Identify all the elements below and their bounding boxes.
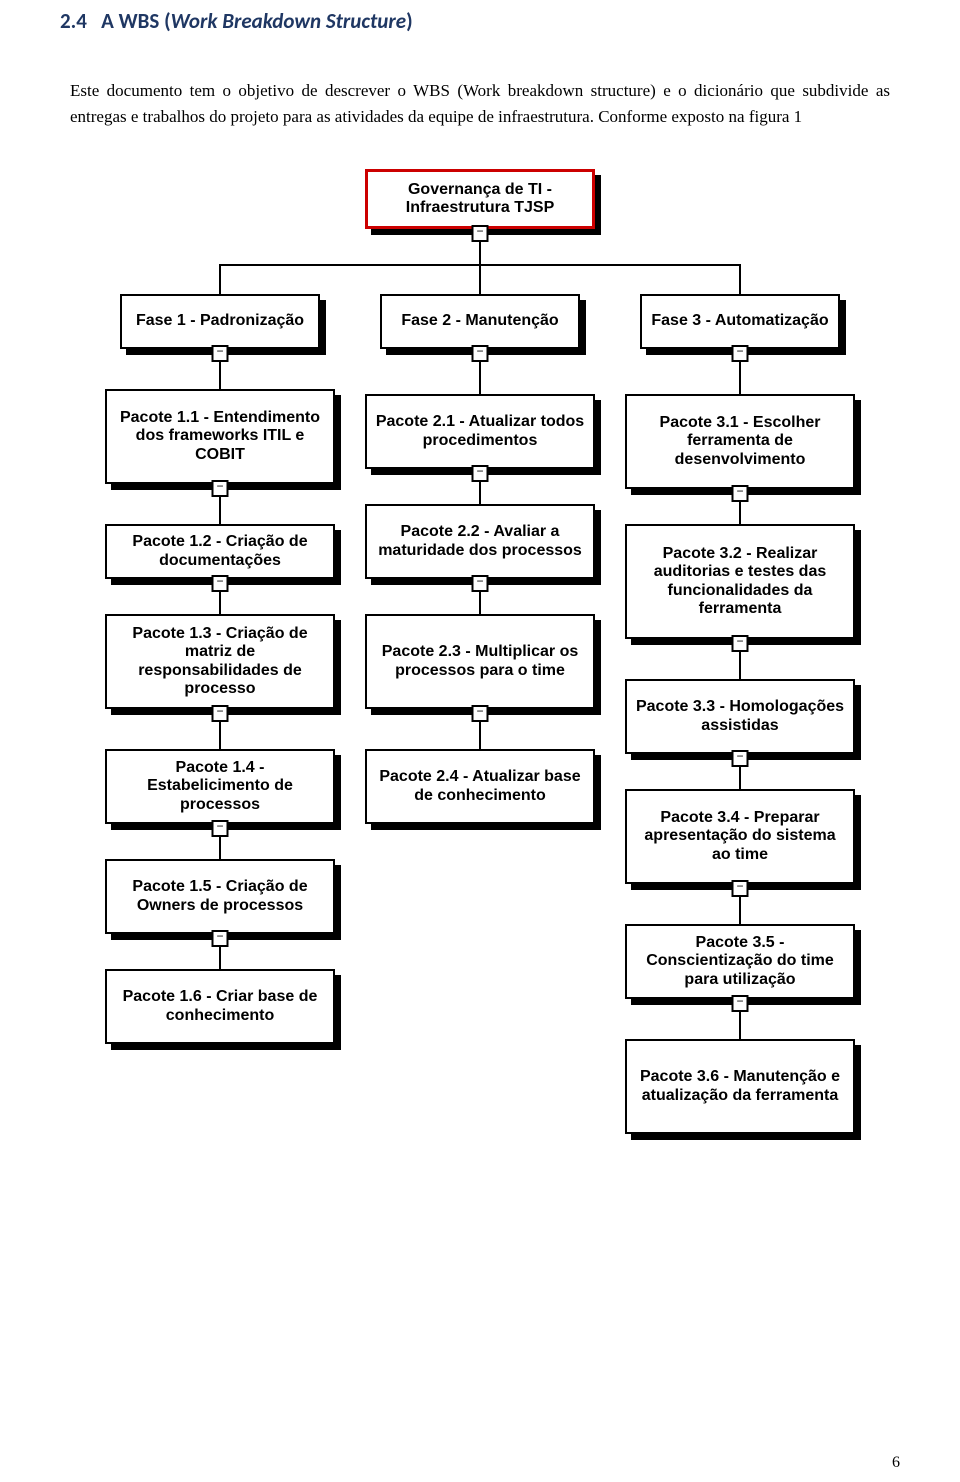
collapse-toggle-icon[interactable]: − [472, 345, 489, 362]
wbs-diagram: Governança de TI - Infraestrutura TJSP−F… [80, 169, 880, 1224]
wbs-node: Pacote 3.1 - Escolher ferramenta de dese… [625, 394, 855, 489]
collapse-toggle-icon[interactable]: − [472, 465, 489, 482]
intro-paragraph: Este documento tem o objetivo de descrev… [70, 78, 890, 129]
collapse-toggle-icon[interactable]: − [732, 635, 749, 652]
connector-line [219, 592, 221, 614]
collapse-toggle-icon[interactable]: − [472, 705, 489, 722]
wbs-node: Pacote 2.1 - Atualizar todos procediment… [365, 394, 595, 469]
connector-line [479, 482, 481, 504]
wbs-node-label: Pacote 3.2 - Realizar auditorias e teste… [625, 524, 855, 639]
connector-line [219, 837, 221, 859]
wbs-node: Pacote 1.2 - Criação de documentações− [105, 524, 335, 579]
wbs-node: Pacote 1.6 - Criar base de conhecimento [105, 969, 335, 1044]
wbs-node: Pacote 2.4 - Atualizar base de conhecime… [365, 749, 595, 824]
collapse-toggle-icon[interactable]: − [212, 480, 229, 497]
wbs-node: Pacote 3.5 - Conscientização do time par… [625, 924, 855, 999]
connector-line [739, 264, 741, 294]
collapse-toggle-icon[interactable]: − [732, 345, 749, 362]
wbs-root-node: Governança de TI - Infraestrutura TJSP− [365, 169, 595, 229]
connector-line [219, 264, 221, 294]
wbs-node: Pacote 1.3 - Criação de matriz de respon… [105, 614, 335, 709]
heading-close: ) [406, 8, 413, 34]
connector-line [739, 502, 741, 524]
collapse-toggle-icon[interactable]: − [732, 880, 749, 897]
connector-line [739, 1012, 741, 1039]
wbs-node-label: Fase 2 - Manutenção [380, 294, 580, 349]
connector-line [479, 362, 481, 394]
wbs-node: Pacote 3.2 - Realizar auditorias e teste… [625, 524, 855, 639]
wbs-node: Pacote 2.3 - Multiplicar os processos pa… [365, 614, 595, 709]
wbs-node: Fase 2 - Manutenção− [380, 294, 580, 349]
wbs-node-label: Fase 1 - Padronização [120, 294, 320, 349]
wbs-node-label: Pacote 1.1 - Entendimento dos frameworks… [105, 389, 335, 484]
wbs-node: Pacote 1.4 - Estabelicimento de processo… [105, 749, 335, 824]
collapse-toggle-icon[interactable]: − [732, 485, 749, 502]
heading-italic: Work Breakdown Structure [171, 8, 406, 34]
collapse-toggle-icon[interactable]: − [732, 995, 749, 1012]
connector-line [739, 652, 741, 679]
heading-number: 2.4 [60, 8, 87, 34]
collapse-toggle-icon[interactable]: − [732, 750, 749, 767]
wbs-node-label: Fase 3 - Automatização [640, 294, 840, 349]
page-number: 6 [892, 1454, 900, 1472]
wbs-node-label: Pacote 2.4 - Atualizar base de conhecime… [365, 749, 595, 824]
connector-line [739, 767, 741, 789]
wbs-node: Fase 3 - Automatização− [640, 294, 840, 349]
connector-line [219, 497, 221, 524]
connector-line [219, 947, 221, 969]
connector-line [479, 241, 481, 264]
wbs-node-label: Pacote 1.4 - Estabelicimento de processo… [105, 749, 335, 824]
collapse-toggle-icon[interactable]: − [472, 575, 489, 592]
wbs-node-label: Pacote 2.3 - Multiplicar os processos pa… [365, 614, 595, 709]
wbs-node-label: Governança de TI - Infraestrutura TJSP [365, 169, 595, 229]
heading-plain: A WBS ( [101, 8, 171, 34]
wbs-node-label: Pacote 3.3 - Homologações assistidas [625, 679, 855, 754]
collapse-toggle-icon[interactable]: − [212, 575, 229, 592]
wbs-node: Pacote 1.5 - Criação de Owners de proces… [105, 859, 335, 934]
collapse-toggle-icon[interactable]: − [212, 930, 229, 947]
collapse-toggle-icon[interactable]: − [212, 820, 229, 837]
wbs-node: Pacote 2.2 - Avaliar a maturidade dos pr… [365, 504, 595, 579]
wbs-node: Pacote 1.1 - Entendimento dos frameworks… [105, 389, 335, 484]
collapse-toggle-icon[interactable]: − [472, 225, 489, 242]
connector-line [219, 362, 221, 389]
wbs-node-label: Pacote 1.2 - Criação de documentações [105, 524, 335, 579]
connector-line [739, 897, 741, 924]
wbs-node-label: Pacote 2.2 - Avaliar a maturidade dos pr… [365, 504, 595, 579]
wbs-node-label: Pacote 2.1 - Atualizar todos procediment… [365, 394, 595, 469]
connector-line [479, 722, 481, 749]
wbs-node-label: Pacote 3.1 - Escolher ferramenta de dese… [625, 394, 855, 489]
wbs-node-label: Pacote 1.5 - Criação de Owners de proces… [105, 859, 335, 934]
wbs-node-label: Pacote 3.5 - Conscientização do time par… [625, 924, 855, 999]
connector-line [219, 722, 221, 749]
connector-line [479, 592, 481, 614]
wbs-node-label: Pacote 1.3 - Criação de matriz de respon… [105, 614, 335, 709]
wbs-node: Pacote 3.6 - Manutenção e atualização da… [625, 1039, 855, 1134]
connector-line [479, 264, 481, 294]
collapse-toggle-icon[interactable]: − [212, 705, 229, 722]
wbs-node-label: Pacote 3.4 - Preparar apresentação do si… [625, 789, 855, 884]
collapse-toggle-icon[interactable]: − [212, 345, 229, 362]
wbs-node-label: Pacote 1.6 - Criar base de conhecimento [105, 969, 335, 1044]
wbs-node: Pacote 3.3 - Homologações assistidas− [625, 679, 855, 754]
wbs-node-label: Pacote 3.6 - Manutenção e atualização da… [625, 1039, 855, 1134]
wbs-node: Pacote 3.4 - Preparar apresentação do si… [625, 789, 855, 884]
wbs-node: Fase 1 - Padronização− [120, 294, 320, 349]
section-heading: 2.4 A WBS (Work Breakdown Structure) [60, 8, 900, 34]
connector-line [739, 362, 741, 394]
